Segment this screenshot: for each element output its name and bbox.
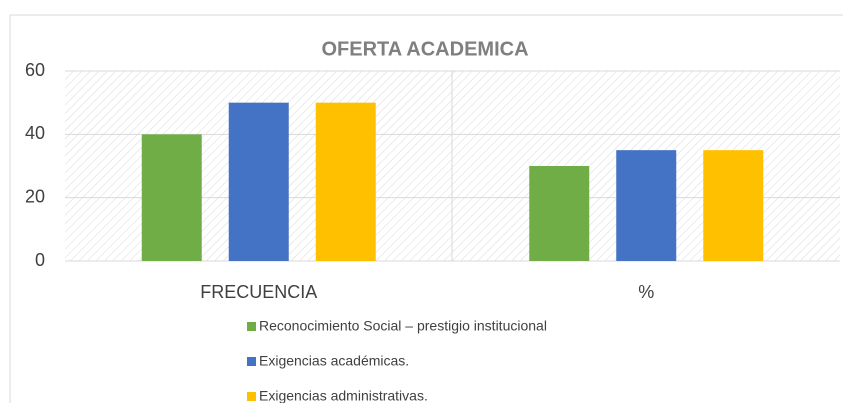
legend-label: Reconocimiento Social – prestigio instit…	[259, 318, 547, 334]
legend-label: Exigencias administrativas.	[259, 388, 428, 403]
legend-swatch	[247, 357, 256, 366]
legend-swatch	[247, 322, 256, 331]
bar	[141, 134, 202, 261]
y-tick-label: 20	[25, 186, 45, 206]
bar	[228, 102, 289, 262]
bar	[616, 150, 677, 261]
bar	[529, 166, 590, 261]
legend-label: Exigencias académicas.	[259, 353, 409, 369]
y-tick-label: 40	[25, 123, 45, 143]
bar	[703, 150, 764, 261]
y-tick-label: 0	[35, 250, 45, 270]
chart-title: OFERTA ACADEMICA	[321, 38, 528, 60]
x-tick-label: FRECUENCIA	[200, 282, 317, 302]
legend-swatch	[247, 392, 256, 401]
x-tick-label: %	[638, 282, 654, 302]
y-tick-label: 60	[25, 60, 45, 80]
bar	[315, 102, 376, 262]
